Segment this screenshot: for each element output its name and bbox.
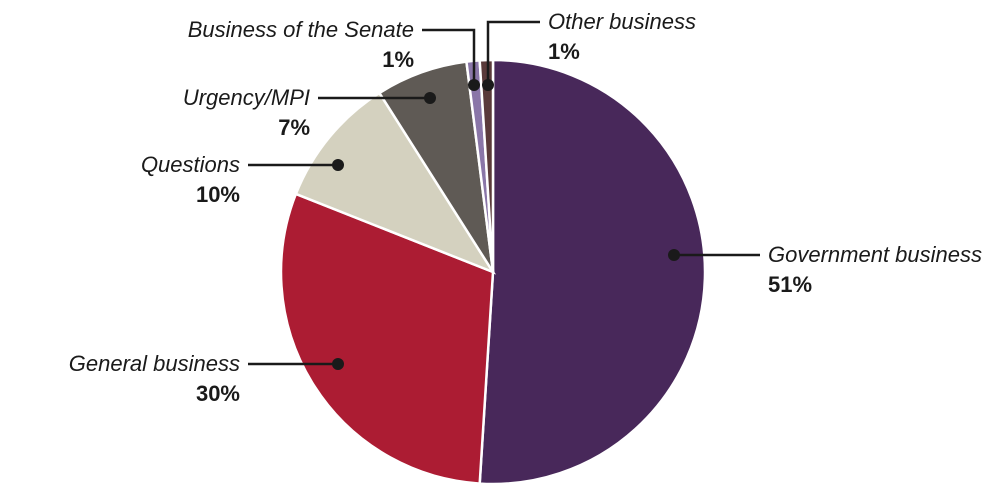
label-urgency-mpi: Urgency/MPI: [183, 85, 310, 110]
value-urgency-mpi: 7%: [278, 115, 310, 140]
slice-annotations: Government business 51% General business…: [69, 9, 982, 406]
annotation-urgency-mpi: Urgency/MPI 7%: [183, 85, 436, 140]
label-general-business: General business: [69, 351, 240, 376]
value-business-of-the-senate: 1%: [382, 47, 414, 72]
label-government-business: Government business: [768, 242, 982, 267]
label-questions: Questions: [141, 152, 240, 177]
annotation-other-business: Other business 1%: [482, 9, 696, 91]
label-business-of-the-senate: Business of the Senate: [188, 17, 414, 42]
value-other-business: 1%: [548, 39, 580, 64]
annotation-questions: Questions 10%: [141, 152, 344, 207]
annotation-government-business: Government business 51%: [668, 242, 982, 297]
label-other-business: Other business: [548, 9, 696, 34]
annotation-general-business: General business 30%: [69, 351, 344, 406]
pie-slice-government-business: [478, 58, 707, 486]
value-questions: 10%: [196, 182, 240, 207]
leader-dot-urgency-mpi: [424, 92, 436, 104]
pie-slices: [279, 58, 707, 486]
leader-dot-questions: [332, 159, 344, 171]
leader-line-business-of-the-senate: [422, 28, 476, 85]
pie-slice-questions: [294, 91, 497, 275]
value-general-business: 30%: [196, 381, 240, 406]
pie-slice-general-business: [279, 192, 495, 485]
leader-dot-government-business: [668, 249, 680, 261]
value-government-business: 51%: [768, 272, 812, 297]
leader-dot-general-business: [332, 358, 344, 370]
pie-slice-other-business: [478, 58, 495, 273]
annotation-business-of-the-senate: Business of the Senate 1%: [188, 17, 480, 91]
leader-dot-business-of-the-senate: [468, 79, 480, 91]
leader-line-other-business: [486, 20, 540, 85]
leader-dot-other-business: [482, 79, 494, 91]
